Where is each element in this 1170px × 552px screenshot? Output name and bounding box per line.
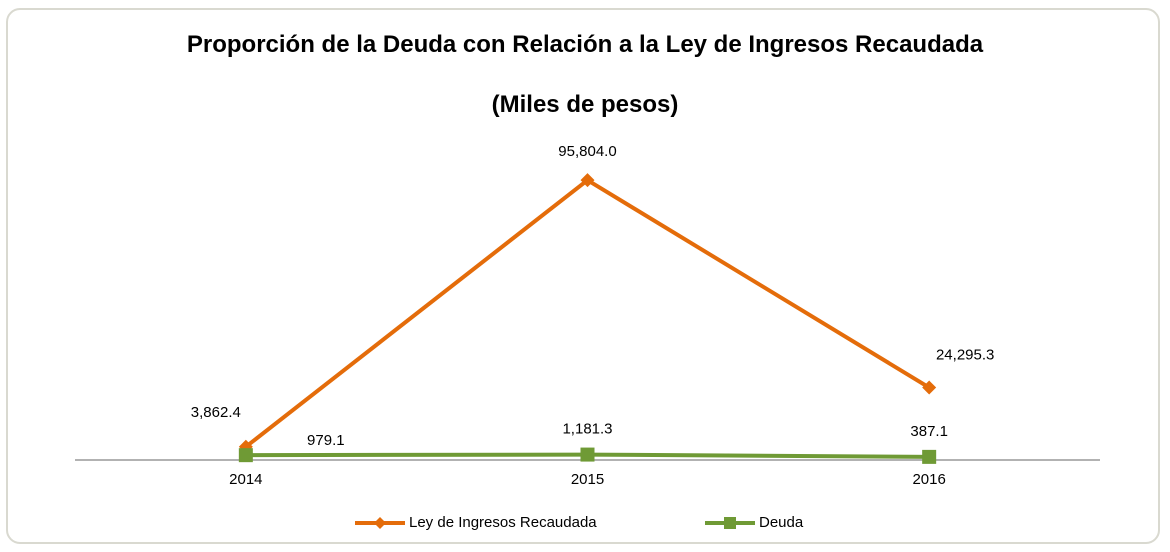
legend-marker [374, 517, 386, 529]
x-tick-label: 2015 [571, 471, 604, 488]
marker [922, 380, 937, 395]
chart-frame [6, 8, 1160, 544]
x-tick-label: 2016 [912, 471, 945, 488]
data-label: 979.1 [307, 432, 345, 449]
data-label: 3,862.4 [191, 404, 241, 421]
data-label: 95,804.0 [558, 143, 616, 160]
marker [580, 173, 595, 188]
data-label: 24,295.3 [936, 347, 994, 364]
chart-subtitle: (Miles de pesos) [491, 91, 679, 118]
marker [580, 447, 595, 462]
data-label: 387.1 [910, 423, 948, 440]
series-line [244, 177, 931, 449]
x-tick-label: 2014 [229, 471, 262, 488]
data-label: 1,181.3 [562, 421, 612, 438]
chart-title: Proporción de la Deuda con Relación a la… [186, 31, 984, 58]
marker [922, 449, 937, 464]
marker [238, 448, 253, 463]
legend-label: Deuda [759, 514, 804, 531]
legend-label: Ley de Ingresos Recaudada [409, 514, 597, 531]
legend-marker [724, 517, 736, 529]
